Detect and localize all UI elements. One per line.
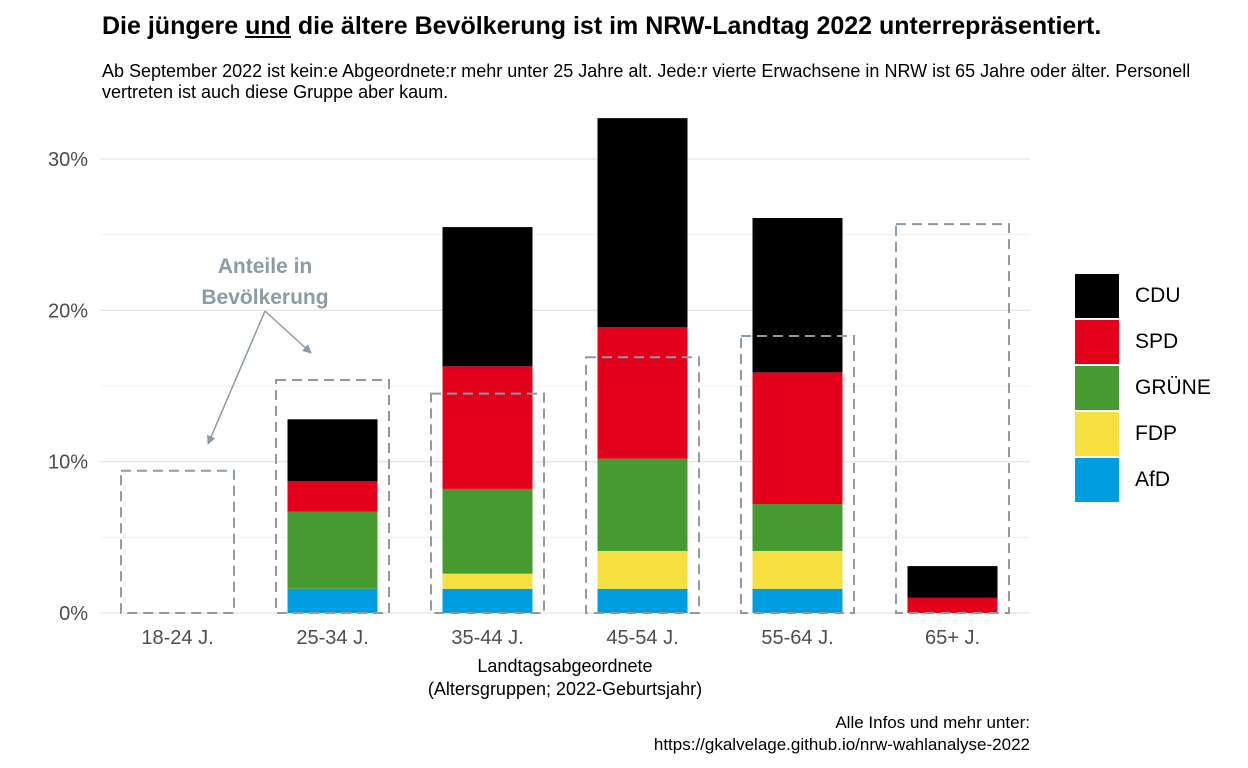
population-share-box [895,223,1010,614]
legend-key-grne [1075,366,1119,410]
bar-segment-cdu [907,566,998,598]
legend-item-cdu: CDU [1075,273,1211,319]
x-axis-title-line1: Landtagsabgeordnete [477,656,652,676]
population-share-box [740,335,855,614]
legend-key-spd [1075,320,1119,364]
bar-segment-grne [287,511,378,589]
x-tick-label: 18-24 J. [141,627,213,649]
bar-segment-cdu [597,118,688,327]
bar-segment-cdu [442,227,533,367]
bar-segment-afd [287,588,378,613]
bar-segment-spd [287,481,378,512]
population-share-box [585,356,700,614]
population-share-box [430,392,545,615]
bar-segment-grne [597,458,688,551]
bar-segment-cdu [287,419,378,482]
x-tick-label: 65+ J. [925,627,980,649]
legend-key-cdu [1075,274,1119,318]
legend-label: GRÜNE [1135,376,1211,399]
population-share-box [275,378,390,614]
bar-segment-fdp [442,573,533,589]
y-tick-label: 20% [48,300,88,322]
legend-label: SPD [1135,330,1179,353]
bar-segment-spd [752,372,843,505]
annotation-line1: Anteile in [218,255,313,278]
chart-title: Die jüngere und die ältere Bevölkerung i… [102,12,1101,41]
y-tick-label: 30% [48,149,88,171]
bar-segment-grne [752,504,843,551]
legend-key-fdp [1075,412,1119,456]
y-tick-label: 10% [48,452,88,474]
bar-segment-spd [907,597,998,613]
bar-segment-grne [442,488,533,574]
chart-subtitle: Ab September 2022 ist kein:e Abgeordnete… [102,61,1191,102]
title-part2: die ältere Bevölkerung ist im NRW-Landta… [290,12,1102,40]
legend-item-spd: SPD [1075,319,1211,365]
legend-label: CDU [1135,284,1181,307]
bar-segment-spd [597,326,688,459]
bar-segment-spd [442,366,533,489]
bar-segment-afd [752,588,843,613]
legend: CDU SPD GRÜNE FDP AfD [1075,273,1211,503]
legend-label: AfD [1135,468,1171,491]
title-underlined: und [245,12,291,40]
legend-item-afd: AfD [1075,457,1211,503]
bar-segment-afd [442,588,533,613]
annotation-arrow-right [264,310,312,354]
x-tick-label: 35-44 J. [451,627,523,649]
population-share-box [120,469,235,614]
bar-segment-fdp [752,550,843,589]
x-tick-label: 25-34 J. [296,627,368,649]
x-tick-label: 55-64 J. [761,627,833,649]
annotation-arrow-left [207,310,266,445]
legend-item-grne: GRÜNE [1075,365,1211,411]
title-part1: Die jüngere [102,12,246,40]
bar-segment-afd [597,588,688,613]
y-tick-label: 0% [59,603,88,625]
bar-segment-fdp [597,550,688,589]
legend-item-fdp: FDP [1075,411,1211,457]
caption-line1: Alle Infos und mehr unter: [835,713,1030,732]
annotation-line2: Bevölkerung [201,286,328,309]
legend-key-afd [1075,458,1119,502]
legend-label: FDP [1135,422,1177,445]
caption: Alle Infos und mehr unter: https://gkalv… [654,712,1030,756]
caption-line2: https://gkalvelage.github.io/nrw-wahlana… [653,735,1030,754]
x-tick-label: 45-54 J. [606,627,678,649]
bar-segment-cdu [752,218,843,373]
x-axis-title-line2: (Altersgruppen; 2022-Geburtsjahr) [428,679,702,699]
